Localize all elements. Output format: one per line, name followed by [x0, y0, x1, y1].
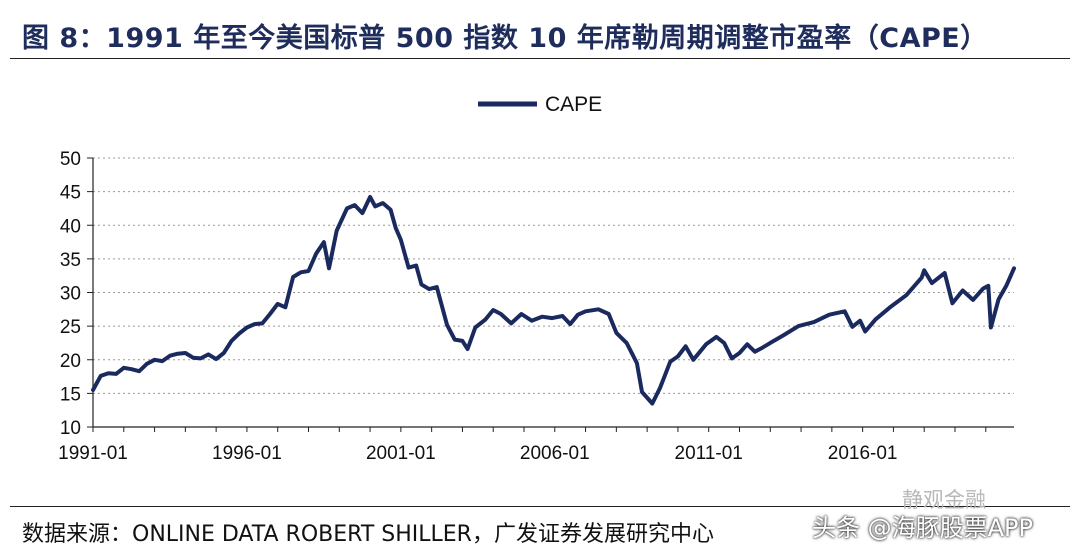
xtick-label-1991-01: 1991-01	[58, 443, 128, 464]
xtick-label-2006-01: 2006-01	[520, 443, 590, 464]
ytick-label-20: 20	[60, 351, 81, 372]
legend: CAPE	[478, 93, 602, 116]
xtick-label-2001-01: 2001-01	[366, 443, 436, 464]
ytick-label-10: 10	[60, 418, 81, 439]
ytick-label-50: 50	[60, 149, 81, 170]
legend-label-cape: CAPE	[545, 93, 602, 116]
bottom-rule	[10, 506, 1070, 507]
xtick-label-2011-01: 2011-01	[675, 443, 743, 464]
xtick-label-2016-01: 2016-01	[828, 443, 898, 464]
source-note: 数据来源：ONLINE DATA ROBERT SHILLER，广发证券发展研究…	[22, 522, 714, 547]
ytick-label-25: 25	[60, 317, 81, 338]
ytick-label-45: 45	[60, 183, 81, 204]
watermark-bottom: 头条 @海豚股票APP	[812, 514, 1033, 542]
watermark-top: 静观金融	[902, 488, 986, 512]
top-rule	[10, 58, 1070, 59]
series-line-0	[91, 195, 1016, 406]
xtick-label-1996-01: 1996-01	[212, 443, 282, 464]
figure-title: 图 8：1991 年至今美国标普 500 指数 10 年席勒周期调整市盈率（CA…	[22, 23, 988, 54]
ytick-label-30: 30	[60, 284, 81, 305]
ytick-label-15: 15	[60, 384, 81, 405]
ytick-label-35: 35	[60, 250, 81, 271]
ytick-label-40: 40	[60, 216, 81, 237]
